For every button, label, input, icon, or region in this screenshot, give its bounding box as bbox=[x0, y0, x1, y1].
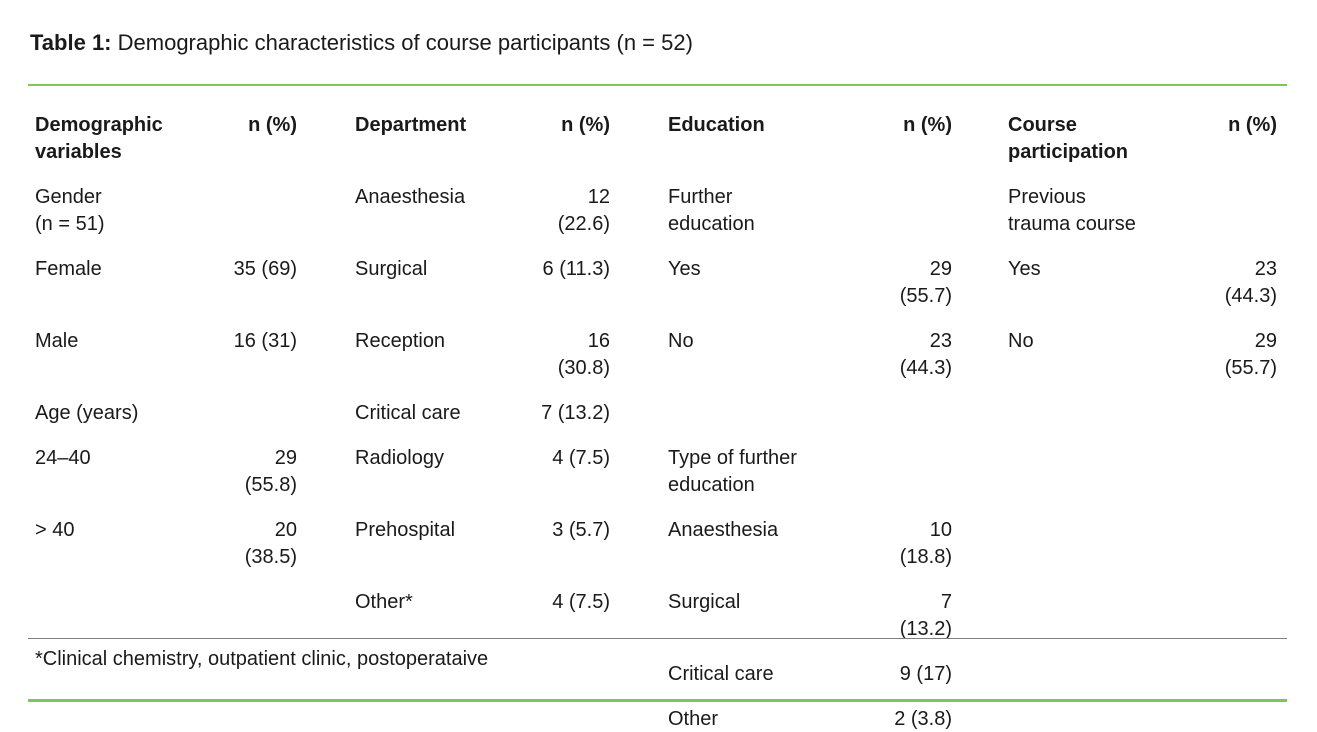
column-header-department: Department bbox=[355, 114, 467, 136]
column-header-demographic: Demographic variables bbox=[35, 114, 163, 163]
row-label: Further education bbox=[668, 186, 755, 235]
row-value bbox=[888, 184, 952, 256]
table-row: Age (years) Critical care 7 (13.2) bbox=[28, 400, 1287, 445]
row-value: 7 (13.2) bbox=[899, 591, 952, 640]
row-value: 16 (30.8) bbox=[557, 330, 610, 379]
row-label: Other* bbox=[355, 591, 413, 613]
row-value: 9 (17) bbox=[899, 663, 952, 685]
row-value bbox=[1198, 400, 1287, 445]
row-label: 24–40 bbox=[35, 447, 91, 469]
row-value: 20 (38.5) bbox=[244, 519, 297, 568]
column-header-n4: n (%) bbox=[1228, 114, 1277, 136]
row-label: Reception bbox=[355, 330, 446, 352]
row-label: No bbox=[1008, 330, 1034, 352]
row-value: 16 (31) bbox=[233, 330, 297, 352]
row-label: Prehospital bbox=[355, 519, 456, 541]
row-value: 10 (18.8) bbox=[899, 519, 952, 568]
row-value bbox=[1198, 517, 1287, 589]
row-label: Yes bbox=[668, 258, 701, 280]
row-value: 2 (3.8) bbox=[894, 708, 952, 730]
table-caption-text: Demographic characteristics of course pa… bbox=[111, 30, 693, 55]
row-value bbox=[1198, 445, 1287, 517]
table-body: Gender (n = 51) Anaesthesia 12 (22.6) Furth… bbox=[28, 184, 1287, 732]
row-value bbox=[228, 706, 297, 732]
row-value: 4 (7.5) bbox=[552, 447, 610, 469]
row-label bbox=[952, 706, 1198, 732]
row-label bbox=[28, 706, 228, 732]
table-row: > 40 20 (38.5) Prehospital 3 (5.7) Anaesthes… bbox=[28, 517, 1287, 589]
row-label: Anaesthesia bbox=[355, 186, 466, 208]
row-value bbox=[1198, 706, 1287, 732]
row-label: Radiology bbox=[355, 447, 444, 469]
row-label bbox=[952, 589, 1198, 661]
column-header-education: Education bbox=[668, 114, 765, 136]
row-value bbox=[1198, 184, 1287, 256]
row-value: 23 (44.3) bbox=[899, 330, 952, 379]
row-value: 29 (55.7) bbox=[1224, 330, 1277, 379]
row-value bbox=[888, 445, 952, 517]
row-label: Previous trauma course bbox=[1008, 186, 1136, 235]
row-label bbox=[610, 400, 888, 445]
demographics-table: Demographic variables n (%) Department n… bbox=[28, 112, 1287, 732]
top-accent-rule bbox=[28, 84, 1287, 86]
row-label: Female bbox=[35, 258, 102, 280]
row-label bbox=[952, 445, 1198, 517]
table-caption-label: Table 1: bbox=[30, 30, 112, 55]
row-value: 12 (22.6) bbox=[557, 186, 610, 235]
row-label: Surgical bbox=[355, 258, 428, 280]
row-value: 3 (5.7) bbox=[552, 519, 610, 541]
row-value: 35 (69) bbox=[233, 258, 297, 280]
row-value bbox=[228, 184, 297, 256]
footnote-divider bbox=[28, 638, 1287, 639]
column-header-n1: n (%) bbox=[248, 114, 297, 136]
table-row: Critical care 9 (17) bbox=[28, 661, 1287, 706]
row-label: No bbox=[668, 330, 694, 352]
table-header-row: Demographic variables n (%) Department n… bbox=[28, 112, 1287, 184]
row-value: 23 (44.3) bbox=[1224, 258, 1277, 307]
row-label: > 40 bbox=[35, 519, 75, 541]
table-row: Other* 4 (7.5) Surgical 7 (13.2) bbox=[28, 589, 1287, 661]
row-label: Anaesthesia bbox=[668, 519, 779, 541]
row-value: 6 (11.3) bbox=[542, 258, 610, 280]
row-value: 4 (7.5) bbox=[552, 591, 610, 613]
row-value bbox=[888, 400, 952, 445]
row-label: Yes bbox=[1008, 258, 1041, 280]
row-label: Male bbox=[35, 330, 79, 352]
row-label: Critical care bbox=[668, 663, 774, 685]
row-value bbox=[228, 400, 297, 445]
row-label: Type of further education bbox=[668, 447, 797, 496]
row-label bbox=[297, 706, 538, 732]
row-value bbox=[1198, 589, 1287, 661]
table-row: Male 16 (31) Reception 16 (30.8) No 23 (44.3)… bbox=[28, 328, 1287, 400]
column-header-n3: n (%) bbox=[903, 114, 952, 136]
row-label: Age (years) bbox=[35, 402, 139, 424]
table-caption: Table 1: Demographic characteristics of … bbox=[30, 30, 693, 56]
row-value: 7 (13.2) bbox=[541, 402, 610, 424]
row-label: Other bbox=[668, 708, 719, 730]
table-row: Gender (n = 51) Anaesthesia 12 (22.6) Furth… bbox=[28, 184, 1287, 256]
table-row: Other 2 (3.8) bbox=[28, 706, 1287, 732]
row-value bbox=[538, 706, 610, 732]
row-label: Critical care bbox=[355, 402, 461, 424]
table-row: 24–40 29 (55.8) Radiology 4 (7.5) Type of fu… bbox=[28, 445, 1287, 517]
bottom-accent-rule bbox=[28, 699, 1287, 702]
column-header-course-participation: Course participation bbox=[1008, 114, 1129, 163]
footnote: *Clinical chemistry, outpatient clinic, … bbox=[35, 648, 489, 670]
row-value: 29 (55.8) bbox=[244, 447, 297, 496]
row-label bbox=[952, 517, 1198, 589]
row-label bbox=[952, 400, 1198, 445]
row-label: Surgical bbox=[668, 591, 741, 613]
row-label: Gender (n = 51) bbox=[35, 186, 105, 235]
row-value: 29 (55.7) bbox=[899, 258, 952, 307]
column-header-n2: n (%) bbox=[561, 114, 610, 136]
table-row: Female 35 (69) Surgical 6 (11.3) Yes 29 (55.7… bbox=[28, 256, 1287, 328]
